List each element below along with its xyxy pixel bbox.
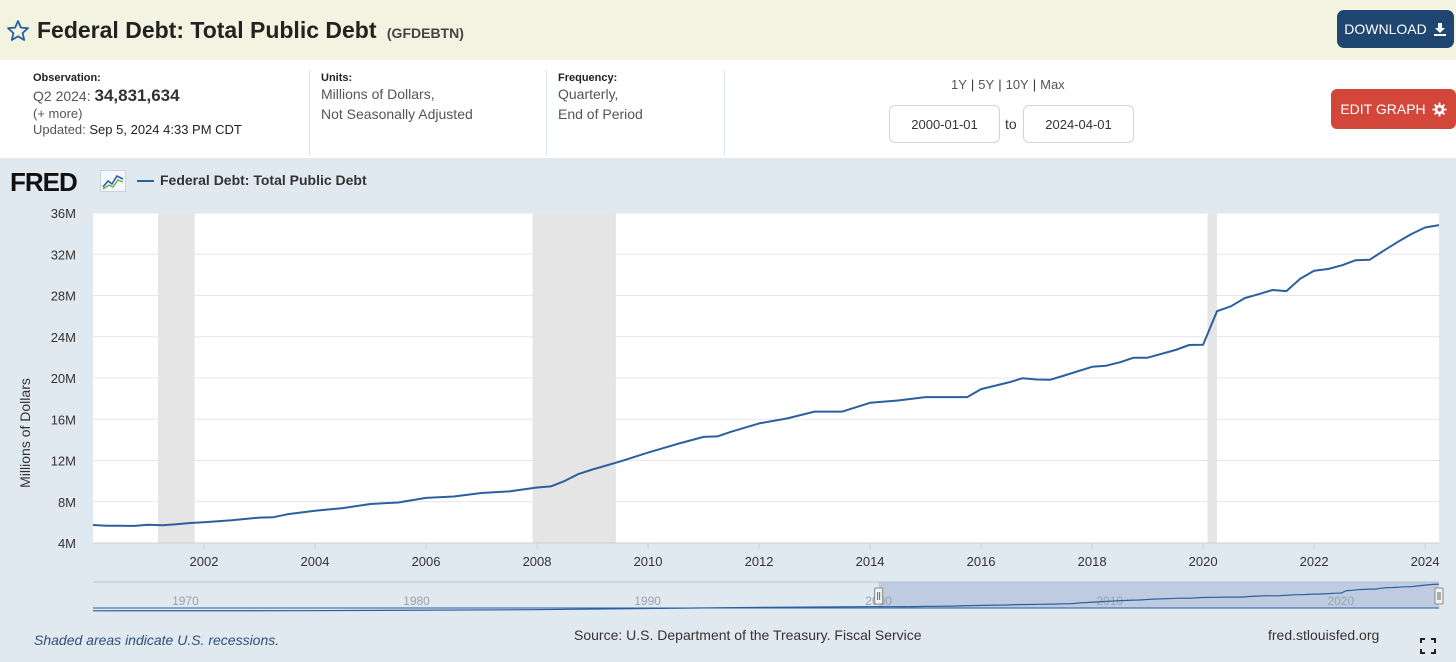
edit-graph-button[interactable]: EDIT GRAPH [1331, 89, 1456, 129]
legend-label: Federal Debt: Total Public Debt [160, 172, 367, 188]
fullscreen-icon[interactable] [1420, 638, 1436, 654]
range-5y[interactable]: 5Y [978, 77, 995, 92]
to-label: to [1005, 116, 1017, 132]
units-label: Units: [321, 72, 353, 84]
observation-value: 34,831,634 [94, 86, 180, 105]
y-tick-label: 24M [51, 330, 76, 345]
navigator-tick-label: 1970 [172, 594, 199, 608]
end-date-input[interactable]: 2024-04-01 [1023, 105, 1134, 143]
x-tick-label: 2008 [523, 554, 552, 569]
series-meta: Observation: Q2 2024: 34,831,634 (+ more… [0, 60, 1456, 158]
y-tick-label: 8M [58, 495, 76, 510]
x-tick-label: 2014 [856, 554, 885, 569]
frequency-label: Frequency: [558, 72, 618, 84]
fred-logo[interactable]: FRED [10, 167, 78, 197]
navigator-handle[interactable] [1434, 587, 1444, 605]
x-tick-label: 2002 [190, 554, 219, 569]
y-tick-label: 28M [51, 289, 76, 304]
x-tick-label: 2018 [1078, 554, 1107, 569]
units-line2: Not Seasonally Adjusted [321, 106, 473, 122]
x-tick-label: 2004 [301, 554, 330, 569]
download-icon [1433, 22, 1446, 36]
navigator-tick-label: 1990 [634, 594, 661, 608]
x-tick-label: 2022 [1300, 554, 1329, 569]
site-link[interactable]: fred.stlouisfed.org [1268, 627, 1380, 643]
gear-icon [1432, 101, 1447, 117]
recession-note: Shaded areas indicate U.S. recessions. [34, 632, 280, 648]
units-panel: Units: Millions of Dollars, Not Seasonal… [321, 70, 547, 156]
download-button[interactable]: DOWNLOAD [1337, 10, 1454, 48]
graph-panel: FRED Federal Debt: Total Public Debt 4M 8… [0, 158, 1456, 662]
navigator-line [92, 583, 1440, 612]
y-tick-label: 32M [51, 247, 76, 262]
start-date-input[interactable]: 2000-01-01 [889, 105, 1000, 143]
y-axis-label: Millions of Dollars [17, 378, 33, 488]
y-tick-label: 12M [51, 454, 76, 469]
frequency-line1: Quarterly, [558, 86, 619, 102]
range-selector: 1Y | 5Y | 10Y | Max [951, 77, 1065, 92]
x-tick-label: 2016 [967, 554, 996, 569]
range-max[interactable]: Max [1040, 77, 1065, 92]
series-line[interactable] [92, 224, 1440, 527]
page-title: Federal Debt: Total Public Debt (GFDEBTN… [37, 17, 464, 44]
source-link[interactable]: Source: U.S. Department of the Treasury.… [574, 627, 922, 643]
frequency-panel: Frequency: Quarterly, End of Period [558, 70, 725, 156]
edit-graph-label: EDIT GRAPH [1340, 101, 1426, 117]
frequency-line2: End of Period [558, 106, 643, 122]
y-tick-label: 20M [51, 371, 76, 386]
star-icon[interactable] [6, 19, 30, 43]
updated-value: Sep 5, 2024 4:33 PM CDT [89, 122, 242, 137]
navigator-tick-label: 2020 [1327, 594, 1354, 608]
navigator-handle[interactable] [874, 587, 884, 605]
download-label: DOWNLOAD [1344, 21, 1427, 37]
units-line1: Millions of Dollars, [321, 86, 435, 102]
x-tick-label: 2020 [1189, 554, 1218, 569]
y-tick-label: 16M [51, 412, 76, 427]
x-tick-label: 2012 [745, 554, 774, 569]
navigator-selection[interactable] [878, 582, 1439, 608]
range-10y[interactable]: 10Y [1005, 77, 1029, 92]
chart[interactable]: 4M 8M 12M 16M 20M 24M 28M 32M 36M 2002 2004 2006 200… [0, 158, 1456, 662]
y-tick-label: 36M [51, 206, 76, 221]
updated-label: Updated: [33, 122, 86, 137]
observation-line: Q2 2024: 34,831,634 [33, 86, 309, 106]
more-observations-link[interactable]: (+ more) [33, 106, 83, 121]
observation-period: Q2 2024: [33, 88, 91, 104]
x-tick-label: 2024 [1411, 554, 1440, 569]
x-tick-label: 2010 [634, 554, 663, 569]
updated-line: Updated: Sep 5, 2024 4:33 PM CDT [33, 122, 309, 137]
range-1y[interactable]: 1Y [951, 77, 967, 92]
series-title: Federal Debt: Total Public Debt [37, 17, 377, 43]
fred-chart-icon [100, 170, 126, 192]
navigator-tick-label: 1980 [403, 594, 430, 608]
legend-swatch [137, 180, 154, 182]
y-tick-label: 4M [58, 536, 76, 551]
x-tick-label: 2006 [412, 554, 441, 569]
title-bar: Federal Debt: Total Public Debt (GFDEBTN… [0, 0, 1456, 60]
observation-panel: Observation: Q2 2024: 34,831,634 (+ more… [33, 70, 310, 156]
observation-label: Observation: [33, 72, 101, 84]
series-id: (GFDEBTN) [386, 25, 464, 41]
